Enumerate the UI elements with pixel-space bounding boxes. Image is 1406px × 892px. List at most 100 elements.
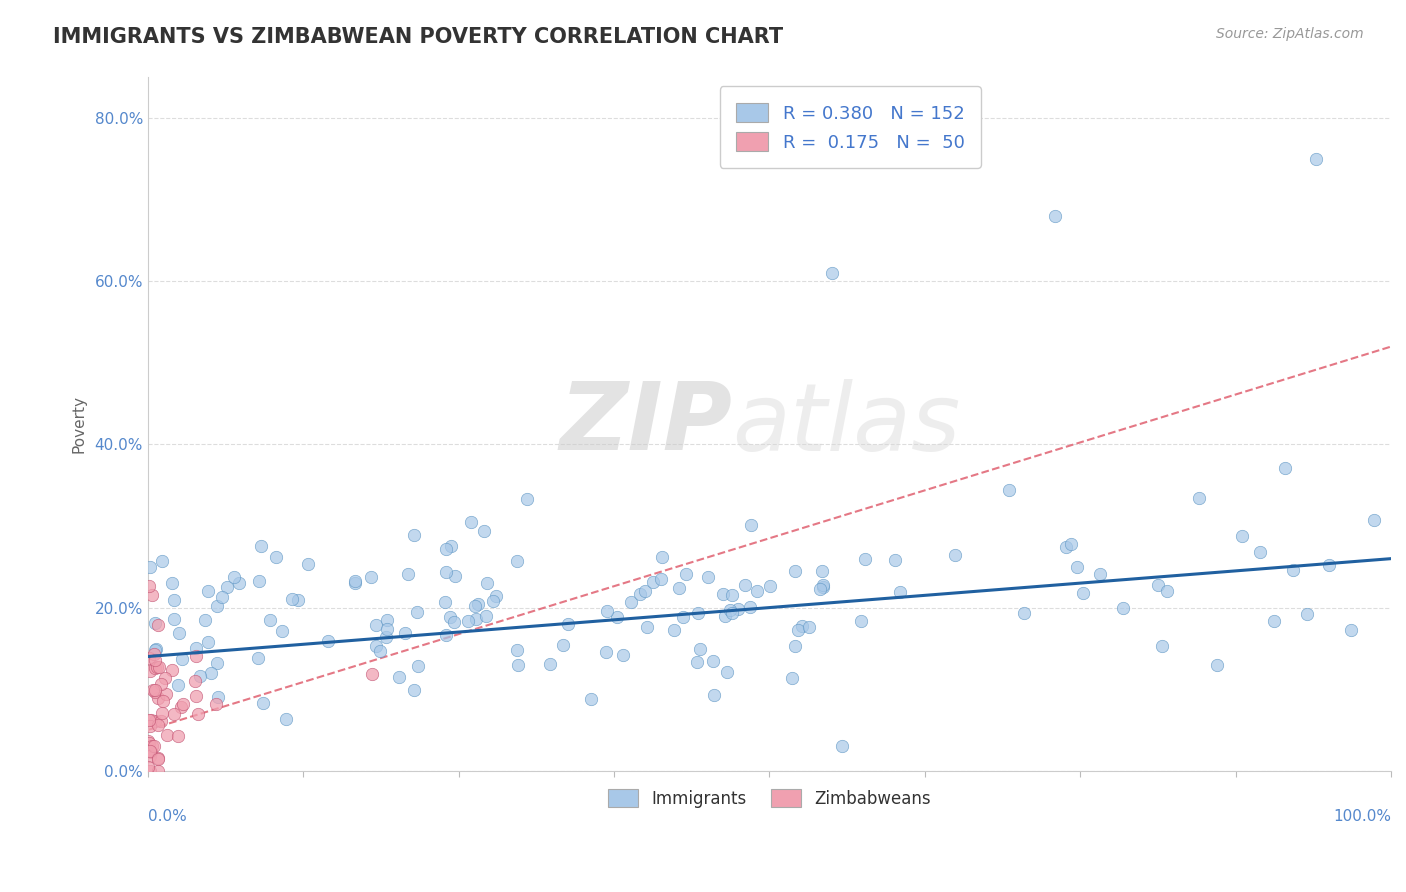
Point [482,593,505,607]
Point [139,665,162,679]
Point [553,638,575,652]
Point [1156,584,1178,599]
Point [1274,461,1296,475]
Point [1340,623,1362,637]
Point [274,712,297,726]
Point [1305,152,1327,166]
Point [360,666,382,681]
Point [297,557,319,571]
Point [579,691,602,706]
Point [207,690,229,705]
Point [205,599,228,614]
Point [475,609,498,624]
Point [246,651,269,665]
Point [716,665,738,679]
Point [152,693,174,707]
Point [143,653,166,667]
Point [1249,545,1271,559]
Point [145,641,167,656]
Point [139,745,162,759]
Point [820,266,842,280]
Point [406,659,429,673]
Point [150,706,173,720]
Point [672,609,695,624]
Point [270,624,292,639]
Point [162,707,184,722]
Point [215,580,238,594]
Point [170,652,193,666]
Point [636,620,658,634]
Point [197,635,219,649]
Point [366,618,388,632]
Point [194,613,217,627]
Point [883,552,905,566]
Point [138,764,160,778]
Point [702,654,724,668]
Point [831,739,853,753]
Point [247,574,270,588]
Point [166,678,188,692]
Point [697,569,720,583]
Point [1090,567,1112,582]
Point [620,595,643,609]
Point [1054,540,1077,554]
Point [747,583,769,598]
Point [434,565,457,579]
Point [160,576,183,591]
Point [139,744,162,758]
Point [141,713,163,727]
Point [457,614,479,628]
Y-axis label: Poverty: Poverty [72,395,86,453]
Point [138,714,160,728]
Point [1147,578,1170,592]
Point [145,685,167,699]
Point [138,743,160,757]
Point [343,574,366,588]
Point [460,515,482,529]
Point [146,660,169,674]
Point [689,641,711,656]
Point [785,640,807,654]
Point [720,588,742,602]
Point [433,595,456,609]
Point [1206,657,1229,672]
Point [148,660,170,674]
Point [651,550,673,565]
Point [943,548,966,562]
Point [138,579,160,593]
Point [1012,606,1035,620]
Point [1362,513,1385,527]
Point [443,615,465,629]
Point [792,619,814,633]
Point [316,633,339,648]
Point [228,576,250,591]
Text: IMMIGRANTS VS ZIMBABWEAN POVERTY CORRELATION CHART: IMMIGRANTS VS ZIMBABWEAN POVERTY CORRELA… [53,27,783,46]
Point [368,644,391,658]
Point [1263,614,1285,628]
Point [138,736,160,750]
Point [797,620,820,634]
Point [205,697,228,711]
Point [287,593,309,607]
Point [727,601,749,615]
Point [148,691,170,706]
Point [252,697,274,711]
Point [641,575,664,590]
Point [506,642,529,657]
Point [396,567,419,582]
Point [141,739,163,754]
Point [668,581,690,595]
Point [150,554,173,568]
Point [477,576,499,591]
Point [557,617,579,632]
Point [388,669,411,683]
Point [142,648,165,662]
Point [146,764,169,778]
Point [467,597,489,611]
Point [714,609,737,624]
Point [404,683,426,698]
Point [259,613,281,627]
Point [472,524,495,539]
Point [1066,559,1088,574]
Point [222,570,245,584]
